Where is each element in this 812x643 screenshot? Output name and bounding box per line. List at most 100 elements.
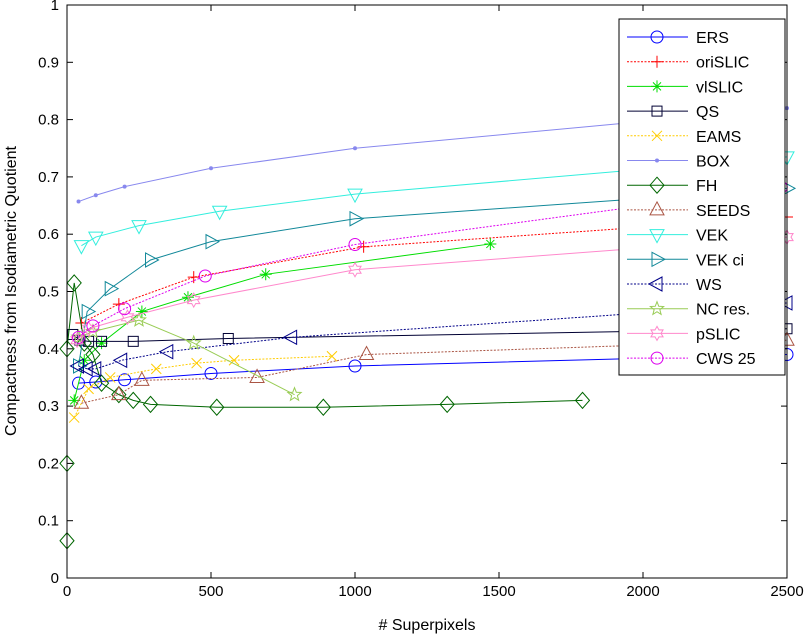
series-line: [78, 319, 295, 396]
data-point: [72, 376, 86, 390]
y-tick-label: 0.8: [38, 112, 59, 129]
data-point: [125, 391, 141, 410]
legend-entry: QS: [627, 104, 719, 121]
data-point: [191, 357, 202, 369]
data-point: [348, 238, 362, 252]
y-tick-label: 0.7: [38, 169, 59, 186]
data-point: [78, 361, 93, 377]
x-tick-label: 2000: [626, 583, 659, 600]
data-point: [135, 305, 148, 318]
legend-label: BOX: [696, 154, 730, 171]
data-point: [439, 395, 455, 414]
data-point: [111, 385, 127, 401]
y-tick-label: 0.6: [38, 226, 59, 243]
data-point: [282, 329, 298, 346]
legend-label: CWS 25: [696, 351, 756, 368]
legend-label: SEEDS: [696, 203, 750, 220]
data-point: [122, 184, 127, 189]
data-point: [131, 311, 147, 327]
data-point: [142, 395, 159, 414]
series-line: [81, 156, 788, 247]
legend-marker: [655, 158, 659, 163]
series-line: [81, 339, 788, 404]
data-point: [86, 361, 102, 377]
legend-entry: BOX: [627, 154, 730, 171]
legend-marker: [651, 80, 663, 93]
legend-marker: [650, 325, 664, 342]
x-tick-label: 1500: [482, 583, 515, 600]
series-line: [78, 186, 782, 338]
data-point: [127, 335, 139, 347]
data-point: [70, 328, 87, 345]
data-point: [93, 193, 98, 198]
legend-marker: [650, 30, 664, 44]
x-tick-label: 0: [63, 583, 71, 600]
data-point: [326, 350, 338, 362]
data-point: [118, 302, 132, 316]
legend-label: vlSLIC: [696, 79, 743, 96]
data-point: [78, 354, 91, 367]
data-point: [104, 280, 120, 297]
data-point: [87, 231, 104, 247]
data-point: [187, 271, 200, 284]
data-point: [349, 210, 365, 227]
ticks-layer: 0 500 1000 1500 2000 2500 0 0.1 0.2 0.3 0.4 0.5 0.6 0…: [38, 0, 804, 600]
data-point: [73, 394, 90, 409]
y-axis-label: Compactness from Isodiametric Quotient: [3, 146, 20, 436]
data-point: [68, 412, 80, 423]
data-point: [70, 332, 85, 349]
series-seeds: [73, 331, 795, 409]
legend-label: ERS: [696, 30, 729, 47]
data-point: [83, 383, 94, 395]
y-tick-label: 0.1: [38, 513, 59, 530]
data-point: [209, 398, 225, 417]
legend-marker: [650, 351, 664, 365]
series-layer: [59, 106, 797, 550]
data-point: [286, 386, 303, 402]
data-point: [198, 269, 212, 283]
legend-marker: [651, 55, 663, 68]
series-vek: [73, 151, 795, 255]
data-point: [76, 199, 81, 204]
data-point: [66, 274, 82, 292]
data-point: [72, 330, 86, 344]
data-point: [86, 319, 100, 333]
legend-label: NC res.: [696, 302, 750, 319]
series-line: [73, 243, 491, 401]
legend-label: EAMS: [696, 129, 741, 146]
legend-entry: SEEDS: [627, 200, 750, 220]
x-tick-label: 1000: [338, 583, 371, 600]
y-tick-label: 0.4: [38, 341, 59, 358]
data-point: [484, 237, 497, 250]
data-point: [353, 146, 357, 151]
data-point: [150, 363, 162, 375]
x-tick-label: 500: [198, 583, 223, 600]
legend-label: pSLIC: [696, 326, 740, 343]
data-point: [205, 233, 221, 250]
data-point: [96, 335, 108, 347]
data-point: [574, 391, 591, 410]
data-point: [228, 354, 240, 366]
legend-marker: [649, 300, 665, 316]
data-point: [347, 188, 363, 204]
y-tick-label: 0.3: [38, 398, 59, 415]
legend-label: WS: [696, 277, 722, 294]
legend-entry: vlSLIC: [627, 79, 743, 96]
data-point: [204, 366, 218, 380]
data-point: [145, 252, 160, 268]
legend-marker: [651, 105, 663, 117]
data-point: [185, 334, 202, 350]
legend-marker: [649, 229, 665, 244]
data-point: [209, 166, 213, 171]
data-point: [357, 240, 370, 253]
legend-entry: VEK ci: [627, 251, 744, 269]
y-tick-label: 0.2: [38, 455, 59, 472]
series-line: [81, 216, 788, 324]
data-point: [118, 373, 132, 387]
legend-marker: [651, 251, 667, 268]
y-tick-label: 0: [51, 570, 59, 587]
legend-marker: [649, 200, 665, 216]
data-point: [131, 220, 147, 235]
y-tick-label: 0.5: [38, 284, 59, 301]
